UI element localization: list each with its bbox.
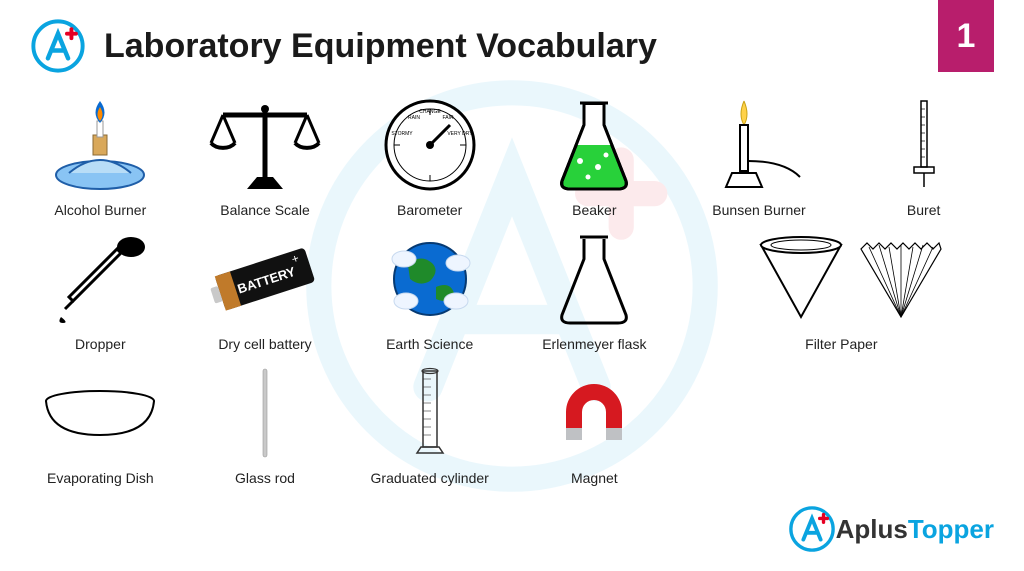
brand-logo-icon <box>30 18 86 74</box>
svg-text:FAIR: FAIR <box>442 115 454 121</box>
svg-text:STORMY: STORMY <box>391 131 413 137</box>
item-label: Evaporating Dish <box>47 470 154 488</box>
items-grid: Alcohol Burner Balance Scale STORMYRAINC… <box>0 84 1024 494</box>
item-label: Barometer <box>397 202 462 220</box>
dropper-icon <box>45 229 155 329</box>
item-alcohol-burner: Alcohol Burner <box>22 90 179 220</box>
item-evaporating-dish: Evaporating Dish <box>22 358 179 488</box>
item-label: Balance Scale <box>220 202 310 220</box>
footer-brand: AplusTopper <box>788 505 994 553</box>
item-dry-cell: BATTERY + Dry cell battery <box>187 224 344 354</box>
item-label: Beaker <box>572 202 616 220</box>
item-bunsen-burner: Bunsen Burner <box>681 90 838 220</box>
item-balance-scale: Balance Scale <box>187 90 344 220</box>
item-label: Buret <box>907 202 940 220</box>
evaporating-dish-icon <box>35 373 165 453</box>
dry-cell-battery-icon: BATTERY + <box>200 229 330 329</box>
item-label: Dropper <box>75 336 126 354</box>
svg-text:RAIN: RAIN <box>408 115 420 121</box>
footer-brand-text: AplusTopper <box>836 514 994 545</box>
item-graduated-cylinder: Graduated cylinder <box>351 358 508 488</box>
item-glass-rod: Glass rod <box>187 358 344 488</box>
item-earth-science: Earth Science <box>351 224 508 354</box>
buret-icon <box>894 95 954 195</box>
beaker-icon <box>544 95 644 195</box>
page-title: Laboratory Equipment Vocabulary <box>104 27 994 66</box>
balance-scale-icon <box>205 95 325 195</box>
graduated-cylinder-icon <box>405 363 455 463</box>
item-label: Erlenmeyer flask <box>542 336 646 354</box>
bunsen-burner-icon <box>704 95 814 195</box>
earth-science-icon <box>380 229 480 329</box>
magnet-icon <box>544 368 644 458</box>
filter-paper-icon <box>721 229 961 329</box>
item-label: Graduated cylinder <box>371 470 489 488</box>
item-label: Filter Paper <box>805 336 877 354</box>
alcohol-burner-icon <box>45 95 155 195</box>
item-erlenmeyer: Erlenmeyer flask <box>516 224 673 354</box>
footer-logo-icon <box>788 505 836 553</box>
header: Laboratory Equipment Vocabulary 1 <box>0 0 1024 84</box>
item-beaker: Beaker <box>516 90 673 220</box>
item-barometer: STORMYRAINCHANGEFAIRVERY DRY Barometer <box>351 90 508 220</box>
item-buret: Buret <box>845 90 1002 220</box>
item-dropper: Dropper <box>22 224 179 354</box>
item-label: Glass rod <box>235 470 295 488</box>
item-label: Dry cell battery <box>218 336 311 354</box>
barometer-icon: STORMYRAINCHANGEFAIRVERY DRY <box>380 95 480 195</box>
item-label: Magnet <box>571 470 618 488</box>
item-label: Earth Science <box>386 336 473 354</box>
svg-text:VERY DRY: VERY DRY <box>447 131 473 137</box>
page-number-badge: 1 <box>938 0 994 72</box>
item-filter-paper: Filter Paper <box>681 224 1002 354</box>
glass-rod-icon <box>245 363 285 463</box>
item-label: Bunsen Burner <box>712 202 805 220</box>
item-magnet: Magnet <box>516 358 673 488</box>
erlenmeyer-flask-icon <box>544 229 644 329</box>
item-label: Alcohol Burner <box>54 202 146 220</box>
